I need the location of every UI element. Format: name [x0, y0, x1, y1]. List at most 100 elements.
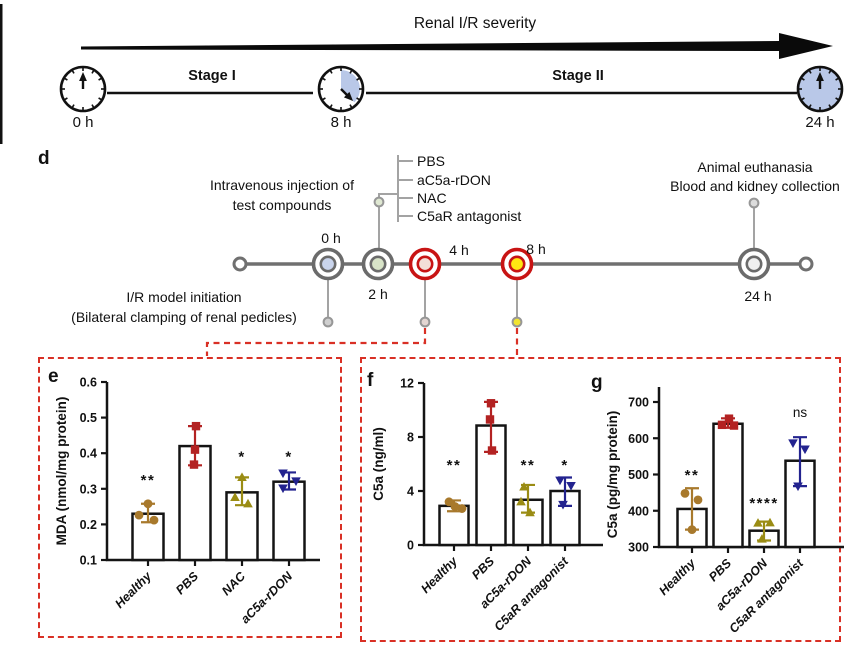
- significance-label: *: [238, 449, 245, 466]
- stage-1-label: Stage I: [188, 68, 236, 84]
- chart-g-c5a-kidney: 300 400 500 600 700 C5a (pg/mg protein) Health…: [605, 387, 844, 636]
- connector-dot: [748, 197, 760, 209]
- y-tick-label: 0.6: [80, 376, 97, 390]
- connector-lines: [327, 155, 755, 317]
- y-tick-label: 400: [628, 504, 649, 518]
- timepoint-node-2h: [361, 247, 395, 281]
- y-tick-label: 12: [400, 377, 414, 391]
- data-point: [516, 496, 526, 506]
- timeline-end-circle: [232, 256, 248, 272]
- significance-label: **: [685, 467, 700, 484]
- data-point: [788, 439, 798, 448]
- euthanasia-caption-line2: Blood and kidney collection: [670, 178, 840, 194]
- connector-dot: [322, 316, 334, 328]
- data-point: [693, 495, 703, 505]
- significance-label: *: [285, 449, 292, 466]
- timepoint-label-8h: 8 h: [526, 241, 546, 257]
- clock-time-label-24h: 24 h: [805, 114, 835, 131]
- data-point: [149, 515, 159, 525]
- data-point: [487, 446, 497, 455]
- data-point: [243, 498, 253, 508]
- clock-8h-icon: [317, 65, 365, 113]
- clock-24h-icon: [796, 65, 844, 113]
- data-point: [555, 476, 565, 486]
- panel-f-label: f: [367, 370, 374, 391]
- figure-title: Renal I/R severity: [413, 15, 537, 32]
- y-tick-label: 500: [628, 468, 649, 482]
- timepoint-label-2h: 2 h: [368, 286, 388, 302]
- data-point: [457, 504, 467, 513]
- data-point: [680, 488, 690, 498]
- data-point: [485, 415, 495, 424]
- x-category-label: aC5a-rDON: [238, 569, 296, 627]
- data-point: [800, 445, 810, 455]
- data-point: [189, 460, 199, 469]
- compound-label-c5ar-antagonist: C5aR antagonist: [417, 208, 522, 224]
- x-category-label: NAC: [219, 569, 249, 599]
- x-category-label: PBS: [469, 554, 498, 583]
- compound-label-nac: NAC: [417, 190, 447, 206]
- data-point: [230, 492, 240, 501]
- data-point: [558, 500, 568, 510]
- y-tick-label: 0.3: [80, 482, 97, 496]
- data-point: [724, 414, 734, 423]
- y-axis-title: C5a (ng/ml): [371, 427, 386, 501]
- data-point: [519, 481, 529, 491]
- significance-label: ****: [749, 495, 778, 512]
- connector-dot: [511, 316, 523, 328]
- significance-label: **: [521, 457, 536, 474]
- timepoint-node-0h: [311, 247, 345, 281]
- timepoint-label-4h: 4 h: [449, 242, 469, 258]
- data-point: [687, 525, 697, 534]
- data-point: [757, 534, 767, 543]
- y-axis-title: MDA (nmol/mg protein): [54, 397, 69, 546]
- timepoint-node-4h: [408, 247, 442, 281]
- timepoint-label-0h: 0 h: [321, 230, 341, 246]
- compound-label-ac5a-rdon: aC5a-rDON: [417, 172, 491, 188]
- panel-e-dashed-box: [38, 357, 342, 638]
- data-point: [450, 502, 460, 511]
- y-tick-label: 8: [407, 431, 414, 445]
- data-point: [566, 482, 576, 491]
- significance-label: ns: [793, 405, 808, 420]
- x-category-label: PBS: [706, 556, 735, 585]
- timepoint-node-24h: [737, 247, 771, 281]
- data-point: [486, 399, 496, 408]
- sampling-dashed-connectors: [205, 328, 519, 356]
- compound-label-pbs: PBS: [417, 153, 446, 169]
- clock-time-label-8h: 8 h: [330, 114, 352, 131]
- timepoint-node-8h: [500, 247, 534, 281]
- stage-2-label: Stage II: [552, 68, 604, 84]
- y-tick-label: 0.2: [80, 518, 97, 532]
- data-point: [237, 472, 247, 482]
- significance-label: **: [141, 472, 156, 489]
- panel-e-label: e: [48, 366, 59, 387]
- data-point: [717, 420, 727, 430]
- data-point: [143, 499, 153, 509]
- x-category-label: Healthy: [656, 555, 699, 598]
- data-point: [525, 507, 535, 517]
- y-tick-label: 700: [628, 396, 649, 410]
- data-point: [278, 484, 288, 494]
- clock-0h-icon: [59, 65, 107, 113]
- y-tick-label: 0: [407, 539, 414, 553]
- panel-g-label: g: [591, 372, 603, 393]
- clock-time-label-0h: 0 h: [72, 114, 94, 131]
- data-point: [753, 518, 763, 527]
- ir-caption-line2: (Bilateral clamping of renal pedicles): [71, 309, 297, 325]
- data-point: [444, 497, 454, 507]
- significance-label: **: [447, 457, 462, 474]
- y-tick-label: 0.4: [80, 447, 97, 461]
- y-tick-label: 600: [628, 432, 649, 446]
- data-point: [765, 517, 775, 527]
- y-tick-label: 0.1: [80, 554, 97, 568]
- data-point: [278, 469, 288, 479]
- ir-caption-line1: I/R model initiation: [126, 289, 242, 305]
- panel-d-label: d: [38, 148, 50, 169]
- significance-label: *: [561, 457, 568, 474]
- timepoint-label-24h: 24 h: [744, 288, 772, 304]
- data-point: [190, 445, 200, 454]
